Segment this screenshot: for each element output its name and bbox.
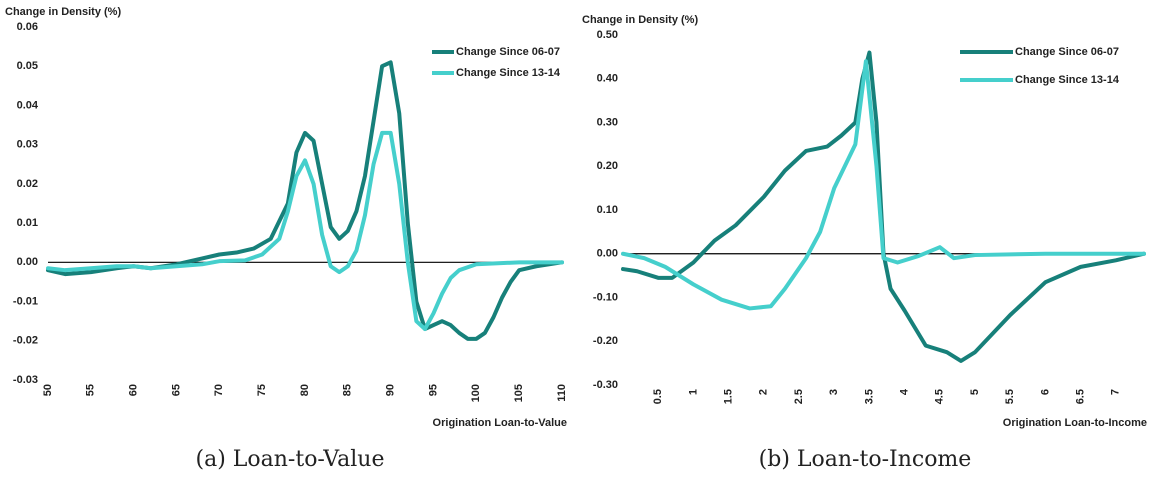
y-tick-label: 0.04 — [17, 99, 39, 111]
x-tick-label: 4 — [899, 388, 911, 395]
y-tick-label: 0.01 — [17, 217, 38, 229]
x-tick-label: 7 — [1110, 389, 1122, 395]
legend-label: Change Since 06-07 — [1015, 46, 1119, 58]
y-axis-title: Change in Density (%) — [582, 14, 698, 26]
y-tick-label: -0.30 — [593, 379, 618, 391]
y-tick-label: 0.00 — [17, 256, 38, 268]
legend-label: Change Since 13-14 — [456, 67, 561, 79]
y-tick-label: 0.10 — [597, 204, 618, 216]
x-axis-title: Origination Loan-to-Income — [1003, 417, 1147, 429]
x-tick-label: 2.5 — [793, 389, 805, 404]
x-tick-label: 85 — [342, 384, 354, 396]
x-tick-label: 70 — [213, 384, 225, 396]
x-tick-label: 6 — [1039, 389, 1051, 395]
x-tick-label: 95 — [427, 384, 439, 396]
x-tick-label: 3 — [828, 389, 840, 395]
caption: (a) Loan-to-Value — [196, 447, 385, 472]
caption: (b) Loan-to-Income — [759, 447, 972, 472]
x-tick-label: 5 — [969, 389, 981, 395]
x-tick-label: 110 — [556, 384, 568, 402]
legend-label: Change Since 06-07 — [456, 46, 560, 58]
x-tick-label: 1.5 — [723, 389, 735, 404]
data-line — [46, 130, 564, 332]
y-tick-label: -0.01 — [13, 295, 38, 307]
data-line — [46, 60, 564, 341]
x-tick-label: 4.5 — [934, 389, 946, 404]
y-tick-label: 0.30 — [597, 116, 618, 128]
data-line — [621, 59, 1146, 311]
x-tick-label: 75 — [256, 384, 268, 396]
y-tick-label: -0.20 — [593, 335, 618, 347]
y-tick-label: 0.02 — [17, 178, 38, 190]
x-axis-title: Origination Loan-to-Value — [433, 417, 567, 429]
x-tick-label: 6.5 — [1075, 389, 1087, 404]
x-tick-label: 5.5 — [1004, 389, 1016, 404]
y-axis-title: Change in Density (%) — [5, 6, 121, 18]
x-tick-label: 105 — [513, 384, 525, 402]
y-tick-label: -0.02 — [13, 335, 38, 347]
y-tick-label: 0.00 — [597, 248, 618, 260]
data-line — [621, 50, 1146, 363]
x-tick-label: 60 — [128, 384, 140, 396]
x-tick-label: 3.5 — [863, 389, 875, 404]
y-tick-label: -0.03 — [13, 374, 38, 386]
y-tick-label: 0.03 — [17, 139, 38, 151]
x-tick-label: 55 — [85, 384, 97, 396]
y-tick-label: 0.06 — [17, 21, 38, 33]
y-tick-label: 0.50 — [597, 29, 618, 41]
legend-label: Change Since 13-14 — [1015, 74, 1120, 86]
x-tick-label: 2 — [758, 389, 770, 395]
x-tick-label: 0.5 — [652, 389, 664, 404]
x-tick-label: 100 — [470, 384, 482, 402]
x-tick-label: 65 — [170, 384, 182, 396]
x-tick-label: 50 — [42, 384, 54, 396]
y-tick-label: -0.10 — [593, 291, 618, 303]
x-tick-label: 80 — [299, 384, 311, 396]
x-tick-label: 1 — [687, 389, 699, 395]
y-tick-label: 0.40 — [597, 73, 618, 85]
y-tick-label: 0.05 — [17, 60, 38, 72]
x-tick-label: 90 — [385, 384, 397, 396]
y-tick-label: 0.20 — [597, 160, 618, 172]
